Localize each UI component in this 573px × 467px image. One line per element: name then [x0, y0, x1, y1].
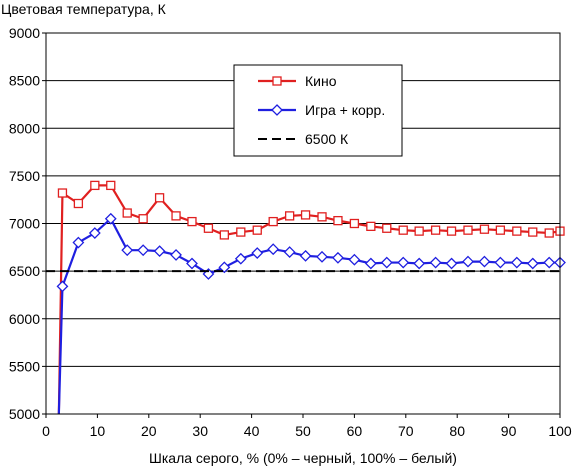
data-point [446, 226, 457, 236]
data-point [218, 261, 231, 274]
data-point [187, 216, 197, 227]
series-0 [57, 180, 565, 415]
data-point [380, 256, 393, 269]
data-point [104, 212, 117, 225]
y-tick-label: 6500 [9, 263, 40, 279]
data-point [413, 257, 426, 270]
legend-label-2: 6500 К [305, 131, 349, 147]
y-tick-label: 5500 [9, 358, 40, 374]
data-point [171, 211, 181, 221]
data-point [349, 218, 360, 229]
x-axis-title: Шкала серого, % (0% – черный, 100% – бел… [149, 450, 457, 466]
data-point [317, 212, 327, 222]
data-point [186, 257, 198, 270]
data-point [429, 256, 442, 269]
data-point [316, 250, 328, 263]
x-tick-label: 50 [295, 423, 311, 439]
data-point [121, 244, 134, 257]
y-tick-label: 5000 [9, 406, 40, 422]
data-point [528, 227, 538, 237]
data-point [430, 225, 441, 235]
legend-marker-0 [272, 76, 282, 86]
data-point [366, 221, 376, 232]
x-tick-label: 30 [192, 423, 208, 439]
legend: Кино Игра + корр. 6500 К [233, 64, 403, 157]
data-point [382, 223, 392, 233]
data-point [299, 249, 312, 262]
data-point [300, 210, 311, 220]
y-tick-label: 7500 [9, 168, 40, 184]
y-tick-label: 7000 [9, 216, 40, 232]
x-tick-label: 90 [501, 423, 517, 439]
data-point [153, 245, 166, 258]
data-point [73, 198, 84, 209]
x-tick-label: 40 [244, 423, 260, 439]
series-1 [56, 212, 566, 415]
data-point [414, 226, 424, 236]
x-tick-label: 100 [548, 423, 572, 439]
data-point [88, 227, 101, 239]
x-tick-label: 60 [347, 423, 363, 439]
legend-label-1: Игра + корр. [305, 102, 385, 118]
data-point [236, 227, 246, 237]
data-point [348, 253, 361, 266]
data-point [284, 211, 295, 221]
data-point [478, 255, 491, 268]
data-point [252, 225, 262, 235]
x-tick-label: 20 [141, 423, 157, 439]
data-point [332, 251, 344, 264]
legend-label-0: Кино [305, 73, 337, 89]
data-point [72, 236, 85, 249]
data-point [219, 230, 230, 240]
x-tick-label: 0 [42, 423, 50, 439]
data-point [170, 249, 182, 261]
y-tick-label: 8000 [9, 120, 40, 136]
data-point [57, 188, 68, 198]
data-point [479, 224, 490, 234]
y-tick-label: 6000 [9, 311, 40, 327]
x-tick-label: 80 [449, 423, 465, 439]
data-point [333, 215, 343, 226]
data-point [122, 208, 132, 218]
data-point [445, 257, 458, 270]
data-point [543, 256, 556, 269]
data-point [56, 280, 69, 293]
data-point [234, 252, 247, 265]
data-point [398, 225, 408, 235]
series-group [46, 180, 566, 415]
data-point [283, 246, 296, 258]
data-point [364, 257, 377, 270]
data-point [138, 214, 148, 224]
data-point [137, 244, 150, 257]
data-point [154, 193, 165, 203]
x-tick-label: 70 [398, 423, 414, 439]
data-point [267, 243, 280, 256]
plot-frame [45, 32, 561, 415]
data-point [494, 256, 507, 269]
data-point [526, 257, 539, 270]
y-tick-label: 9000 [9, 25, 40, 41]
data-point [462, 255, 474, 268]
data-point [251, 247, 264, 259]
legend-marker-1 [271, 104, 283, 116]
y-tick-label: 8500 [9, 73, 40, 89]
data-point [510, 256, 523, 269]
data-point [203, 223, 214, 233]
x-axis-ticks: 0 10 20 30 40 50 60 70 80 90 100 [42, 414, 572, 439]
data-point [397, 256, 410, 269]
data-point [268, 216, 278, 227]
data-point [544, 228, 554, 238]
x-tick-label: 10 [90, 423, 106, 439]
data-point [90, 180, 100, 191]
data-point [495, 225, 506, 235]
y-axis-title: Цветовая температура, К [1, 1, 167, 17]
data-point [463, 225, 473, 235]
y-axis-ticks: 5000 5500 6000 6500 7000 7500 8000 8500 9000 [9, 25, 46, 422]
data-point [512, 226, 522, 236]
data-point [106, 180, 116, 191]
